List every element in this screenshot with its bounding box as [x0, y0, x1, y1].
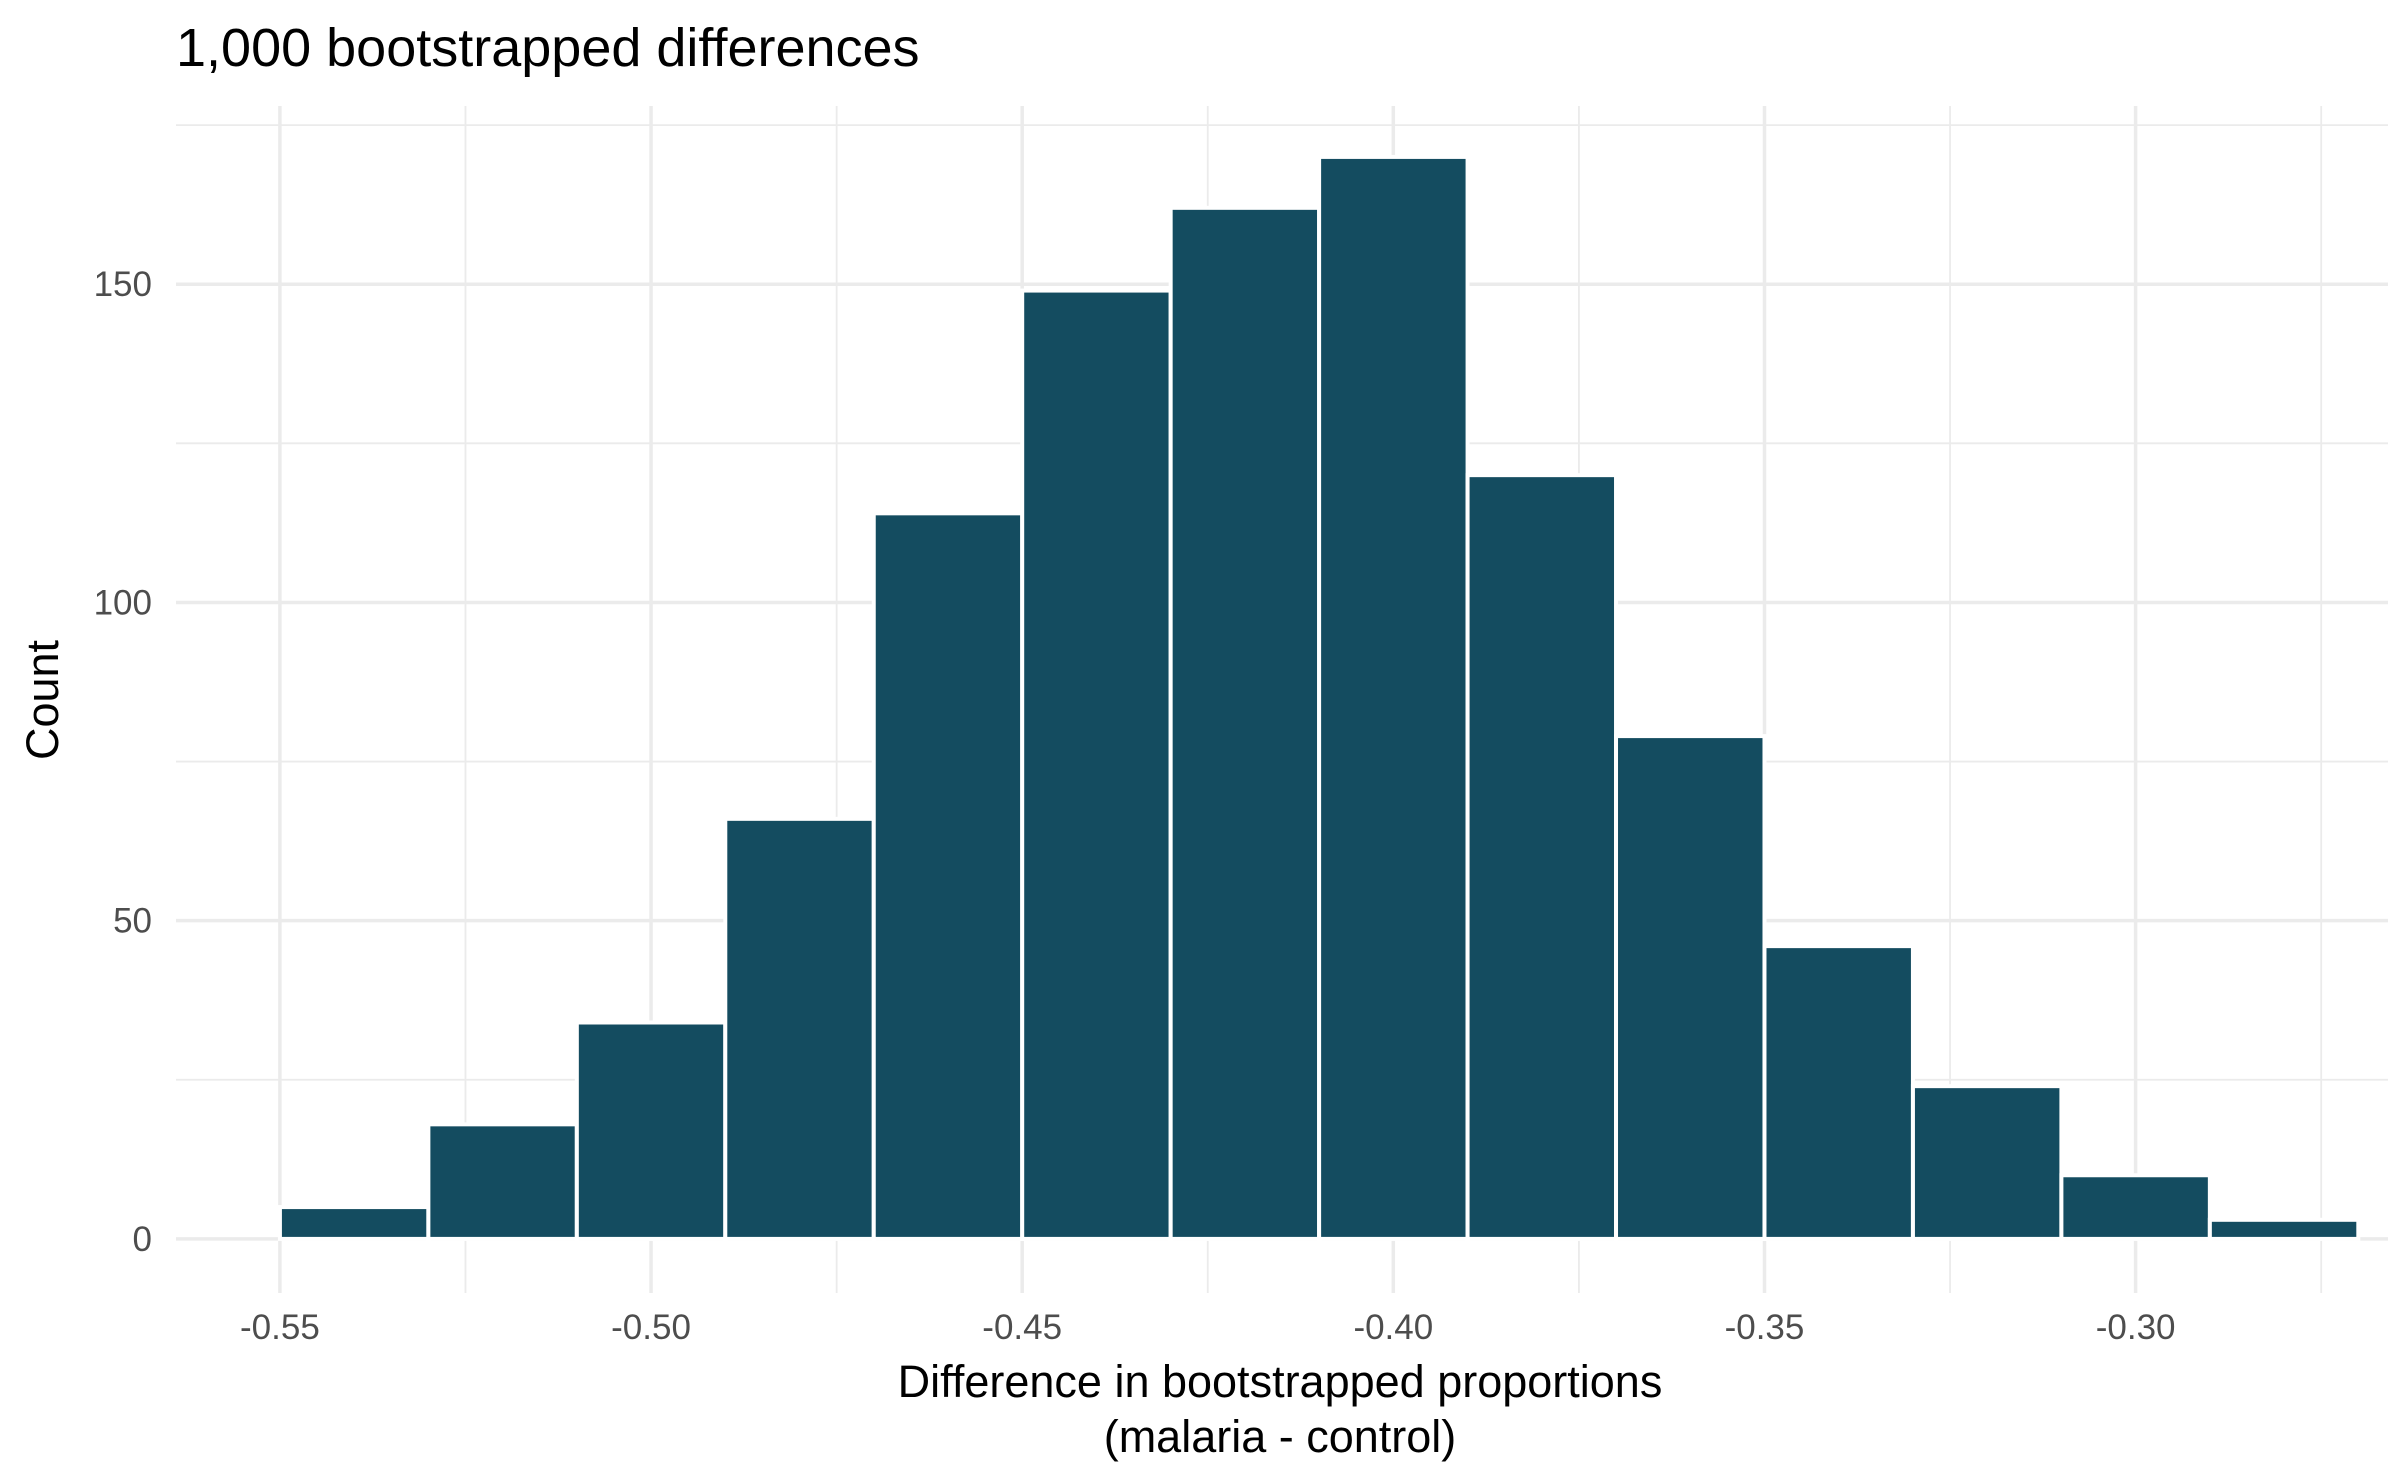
histogram-bar: [871, 511, 1025, 1241]
histogram-bar: [1317, 154, 1470, 1241]
y-tick-label: 100: [94, 583, 152, 622]
histogram-bar: [1168, 205, 1322, 1241]
histogram-bar: [1465, 473, 1619, 1241]
histogram-bar: [574, 1020, 728, 1241]
x-tick-label: -0.40: [1353, 1308, 1433, 1347]
x-tick-label: -0.30: [2096, 1308, 2176, 1347]
y-axis-tick-labels: 0 50 100 150: [94, 265, 152, 1259]
histogram-bar: [2059, 1173, 2212, 1241]
x-axis-title-line2: (malaria - control): [1104, 1411, 1457, 1462]
histogram-bar: [1910, 1084, 2064, 1241]
histogram-bar: [723, 816, 876, 1241]
x-tick-label: -0.55: [240, 1308, 320, 1347]
y-tick-label: 150: [94, 265, 152, 304]
x-tick-label: -0.50: [611, 1308, 691, 1347]
histogram-bar: [277, 1205, 431, 1241]
x-tick-label: -0.45: [982, 1308, 1062, 1347]
histogram-bar: [426, 1122, 579, 1241]
y-axis-title: Count: [17, 639, 68, 760]
y-tick-label: 50: [113, 902, 152, 941]
histogram-bar: [1020, 288, 1173, 1241]
histogram-bar: [1762, 944, 1915, 1241]
x-axis-tick-labels: -0.55 -0.50 -0.45 -0.40 -0.35 -0.30: [240, 1308, 2175, 1347]
x-tick-label: -0.35: [1725, 1308, 1805, 1347]
histogram-bar: [1614, 734, 1767, 1241]
chart-title: 1,000 bootstrapped differences: [176, 18, 920, 78]
histogram-bar: [2207, 1217, 2361, 1241]
histogram-bars: [277, 154, 2361, 1241]
x-axis-title-line1: Difference in bootstrapped proportions: [898, 1356, 1663, 1407]
y-tick-label: 0: [133, 1220, 152, 1259]
